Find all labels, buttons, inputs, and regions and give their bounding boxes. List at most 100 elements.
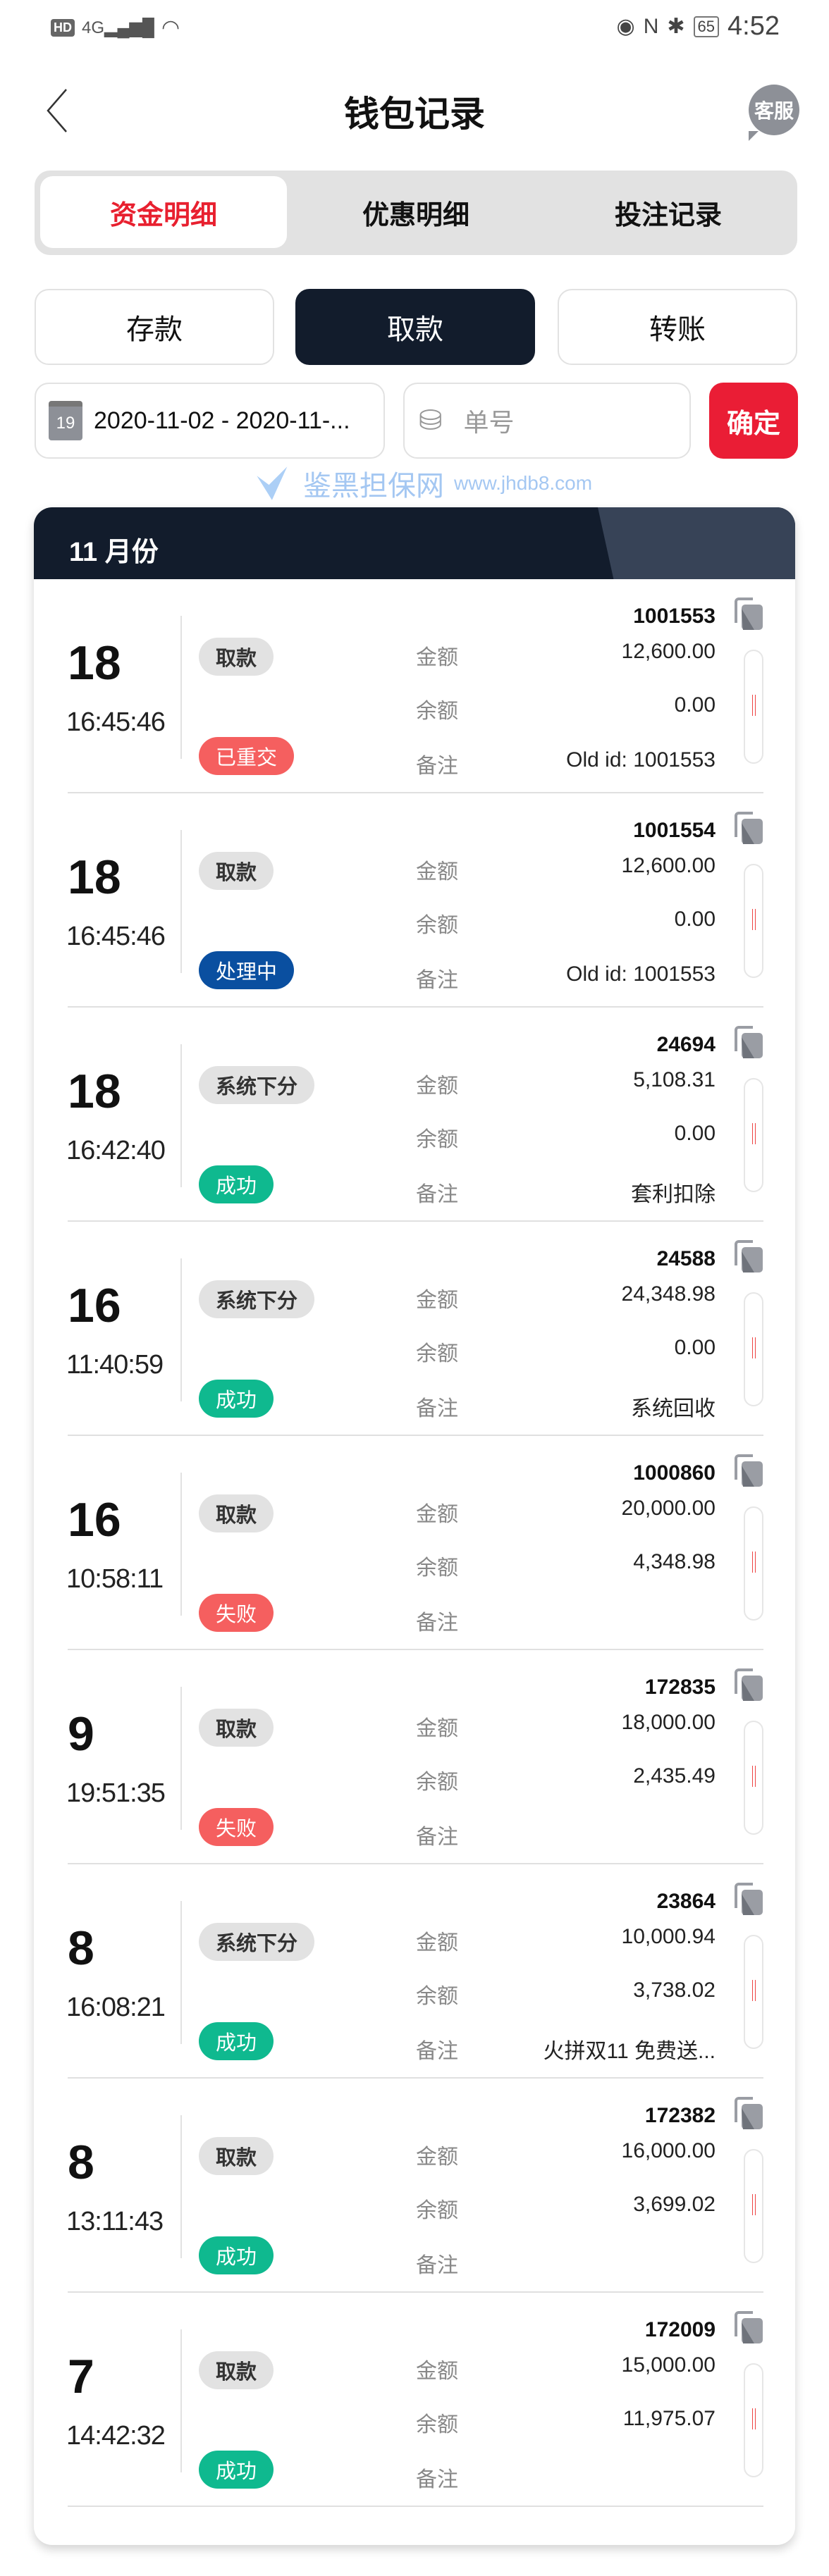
record-row[interactable]: 172835 9 19:51:35 取款 失败 金额 余额 备注 18,000.… xyxy=(34,1650,795,1864)
copy-icon[interactable] xyxy=(733,1026,764,1060)
balance-value: 0.00 xyxy=(674,1122,716,1145)
record-row[interactable]: 1001554 18 16:45:46 取款 处理中 金额 余额 备注 12,6… xyxy=(34,793,795,1008)
record-day: 18 xyxy=(68,636,121,690)
tab-bet-records[interactable]: 投注记录 xyxy=(614,200,722,230)
scroll-track[interactable] xyxy=(744,1935,763,2049)
order-number-field[interactable]: ⛁ 单号 xyxy=(403,383,691,459)
remark-label: 备注 xyxy=(416,1826,458,1849)
remark-value: 系统回收 xyxy=(631,1397,716,1420)
hd-icon: HD xyxy=(51,19,75,37)
copy-icon[interactable] xyxy=(733,2097,764,2131)
copy-icon[interactable] xyxy=(733,1454,764,1488)
amount-value: 10,000.94 xyxy=(621,1925,716,1948)
scroll-track[interactable] xyxy=(744,650,763,764)
deposit-filter-button[interactable]: 存款 xyxy=(35,289,274,365)
amount-value: 18,000.00 xyxy=(621,1711,716,1734)
record-row[interactable]: 1001553 18 16:45:46 取款 已重交 金额 余额 备注 12,6… xyxy=(34,579,795,793)
amount-label: 金额 xyxy=(416,1503,458,1526)
clock: 4:52 xyxy=(727,11,780,41)
status-badge: 处理中 xyxy=(199,951,295,989)
record-row[interactable]: 1000860 16 10:58:11 取款 失败 金额 余额 备注 20,00… xyxy=(34,1436,795,1650)
scroll-track[interactable] xyxy=(744,1506,763,1621)
copy-icon[interactable] xyxy=(733,1240,764,1274)
tab-fund-details[interactable]: 资金明细 xyxy=(40,176,287,248)
battery-icon: 65 xyxy=(693,16,720,37)
signal-icon: 4G▂▄▆█ xyxy=(82,18,154,37)
date-range-value: 2020-11-02 - 2020-11-... xyxy=(94,407,350,434)
record-row[interactable]: 172382 8 13:11:43 取款 成功 金额 余额 备注 16,000.… xyxy=(34,2079,795,2293)
copy-icon[interactable] xyxy=(733,2311,764,2345)
record-row[interactable]: 23864 8 16:08:21 系统下分 成功 金额 余额 备注 10,000… xyxy=(34,1864,795,2079)
record-day: 7 xyxy=(68,2350,94,2403)
record-row[interactable]: 24694 18 16:42:40 系统下分 成功 金额 余额 备注 5,108… xyxy=(34,1008,795,1222)
withdraw-filter-button[interactable]: 取款 xyxy=(295,289,535,365)
search-database-icon: ⛁ xyxy=(419,405,443,436)
order-id: 23864 xyxy=(656,1890,716,1913)
amount-label: 金额 xyxy=(416,1289,458,1312)
copy-icon[interactable] xyxy=(733,1668,764,1702)
copy-icon[interactable] xyxy=(733,597,764,631)
copy-icon[interactable] xyxy=(733,812,764,846)
back-arrow-icon[interactable] xyxy=(45,88,73,133)
month-label: 11 月份 xyxy=(69,538,159,567)
type-badge: 取款 xyxy=(199,2137,274,2175)
amount-label: 金额 xyxy=(416,2360,458,2383)
customer-service-button[interactable]: 客服 xyxy=(749,85,799,141)
eye-icon: ◉ xyxy=(616,15,635,38)
status-badge: 失败 xyxy=(199,1594,274,1632)
tab-promo-details[interactable]: 优惠明细 xyxy=(362,200,469,230)
type-badge: 取款 xyxy=(199,852,274,890)
amount-value: 20,000.00 xyxy=(621,1497,716,1520)
remark-label: 备注 xyxy=(416,755,458,778)
record-tabs: 资金明细 优惠明细 投注记录 xyxy=(35,171,797,255)
date-range-field[interactable]: 19 2020-11-02 - 2020-11-... xyxy=(35,383,385,459)
status-badge: 已重交 xyxy=(199,737,295,775)
confirm-button[interactable]: 确定 xyxy=(709,383,798,459)
scroll-track[interactable] xyxy=(744,1292,763,1406)
record-day: 18 xyxy=(68,1065,121,1118)
remark-label: 备注 xyxy=(416,1183,458,1206)
type-badge: 取款 xyxy=(199,1709,274,1747)
balance-label: 余额 xyxy=(416,700,458,723)
type-badge: 取款 xyxy=(199,2351,274,2389)
record-row[interactable]: 172009 7 14:42:32 取款 成功 金额 余额 备注 15,000.… xyxy=(34,2293,795,2507)
scroll-track[interactable] xyxy=(744,864,763,978)
copy-icon[interactable] xyxy=(733,1883,764,1916)
remark-label: 备注 xyxy=(416,1397,458,1420)
record-time: 11:40:59 xyxy=(66,1350,164,1380)
status-badge: 成功 xyxy=(199,2451,274,2489)
transfer-filter-button[interactable]: 转账 xyxy=(558,289,797,365)
record-time: 10:58:11 xyxy=(66,1564,164,1594)
order-id: 1000860 xyxy=(633,1461,716,1485)
record-time: 16:45:46 xyxy=(66,922,166,951)
scroll-track[interactable] xyxy=(744,2363,763,2477)
page-title: 钱包记录 xyxy=(344,94,485,134)
status-badge: 成功 xyxy=(199,1165,274,1203)
type-badge: 取款 xyxy=(199,1494,274,1532)
remark-value: Old id: 1001553 xyxy=(566,962,716,986)
remark-value: 套利扣除 xyxy=(631,1183,716,1206)
status-badge: 成功 xyxy=(199,1380,274,1418)
amount-value: 24,348.98 xyxy=(621,1282,716,1306)
record-time: 13:11:43 xyxy=(66,2207,164,2236)
order-id: 24588 xyxy=(656,1247,716,1270)
record-day: 8 xyxy=(68,2136,94,2189)
amount-label: 金额 xyxy=(416,1931,458,1955)
amount-label: 金额 xyxy=(416,646,458,669)
balance-value: 4,348.98 xyxy=(633,1550,716,1573)
record-day: 18 xyxy=(68,850,121,904)
order-id: 172009 xyxy=(644,2318,716,2341)
balance-label: 余额 xyxy=(416,1128,458,1151)
scroll-track[interactable] xyxy=(744,1721,763,1835)
record-row[interactable]: 24588 16 11:40:59 系统下分 成功 金额 余额 备注 24,34… xyxy=(34,1222,795,1436)
amount-label: 金额 xyxy=(416,1075,458,1098)
balance-label: 余额 xyxy=(416,1342,458,1366)
scroll-track[interactable] xyxy=(744,2149,763,2263)
scroll-track[interactable] xyxy=(744,1078,763,1192)
amount-label: 金额 xyxy=(416,1717,458,1740)
record-time: 14:42:32 xyxy=(66,2421,166,2451)
record-time: 16:45:46 xyxy=(66,707,166,737)
order-id: 1001554 xyxy=(633,819,716,842)
record-day: 8 xyxy=(68,1921,94,1975)
record-time: 19:51:35 xyxy=(66,1778,166,1808)
